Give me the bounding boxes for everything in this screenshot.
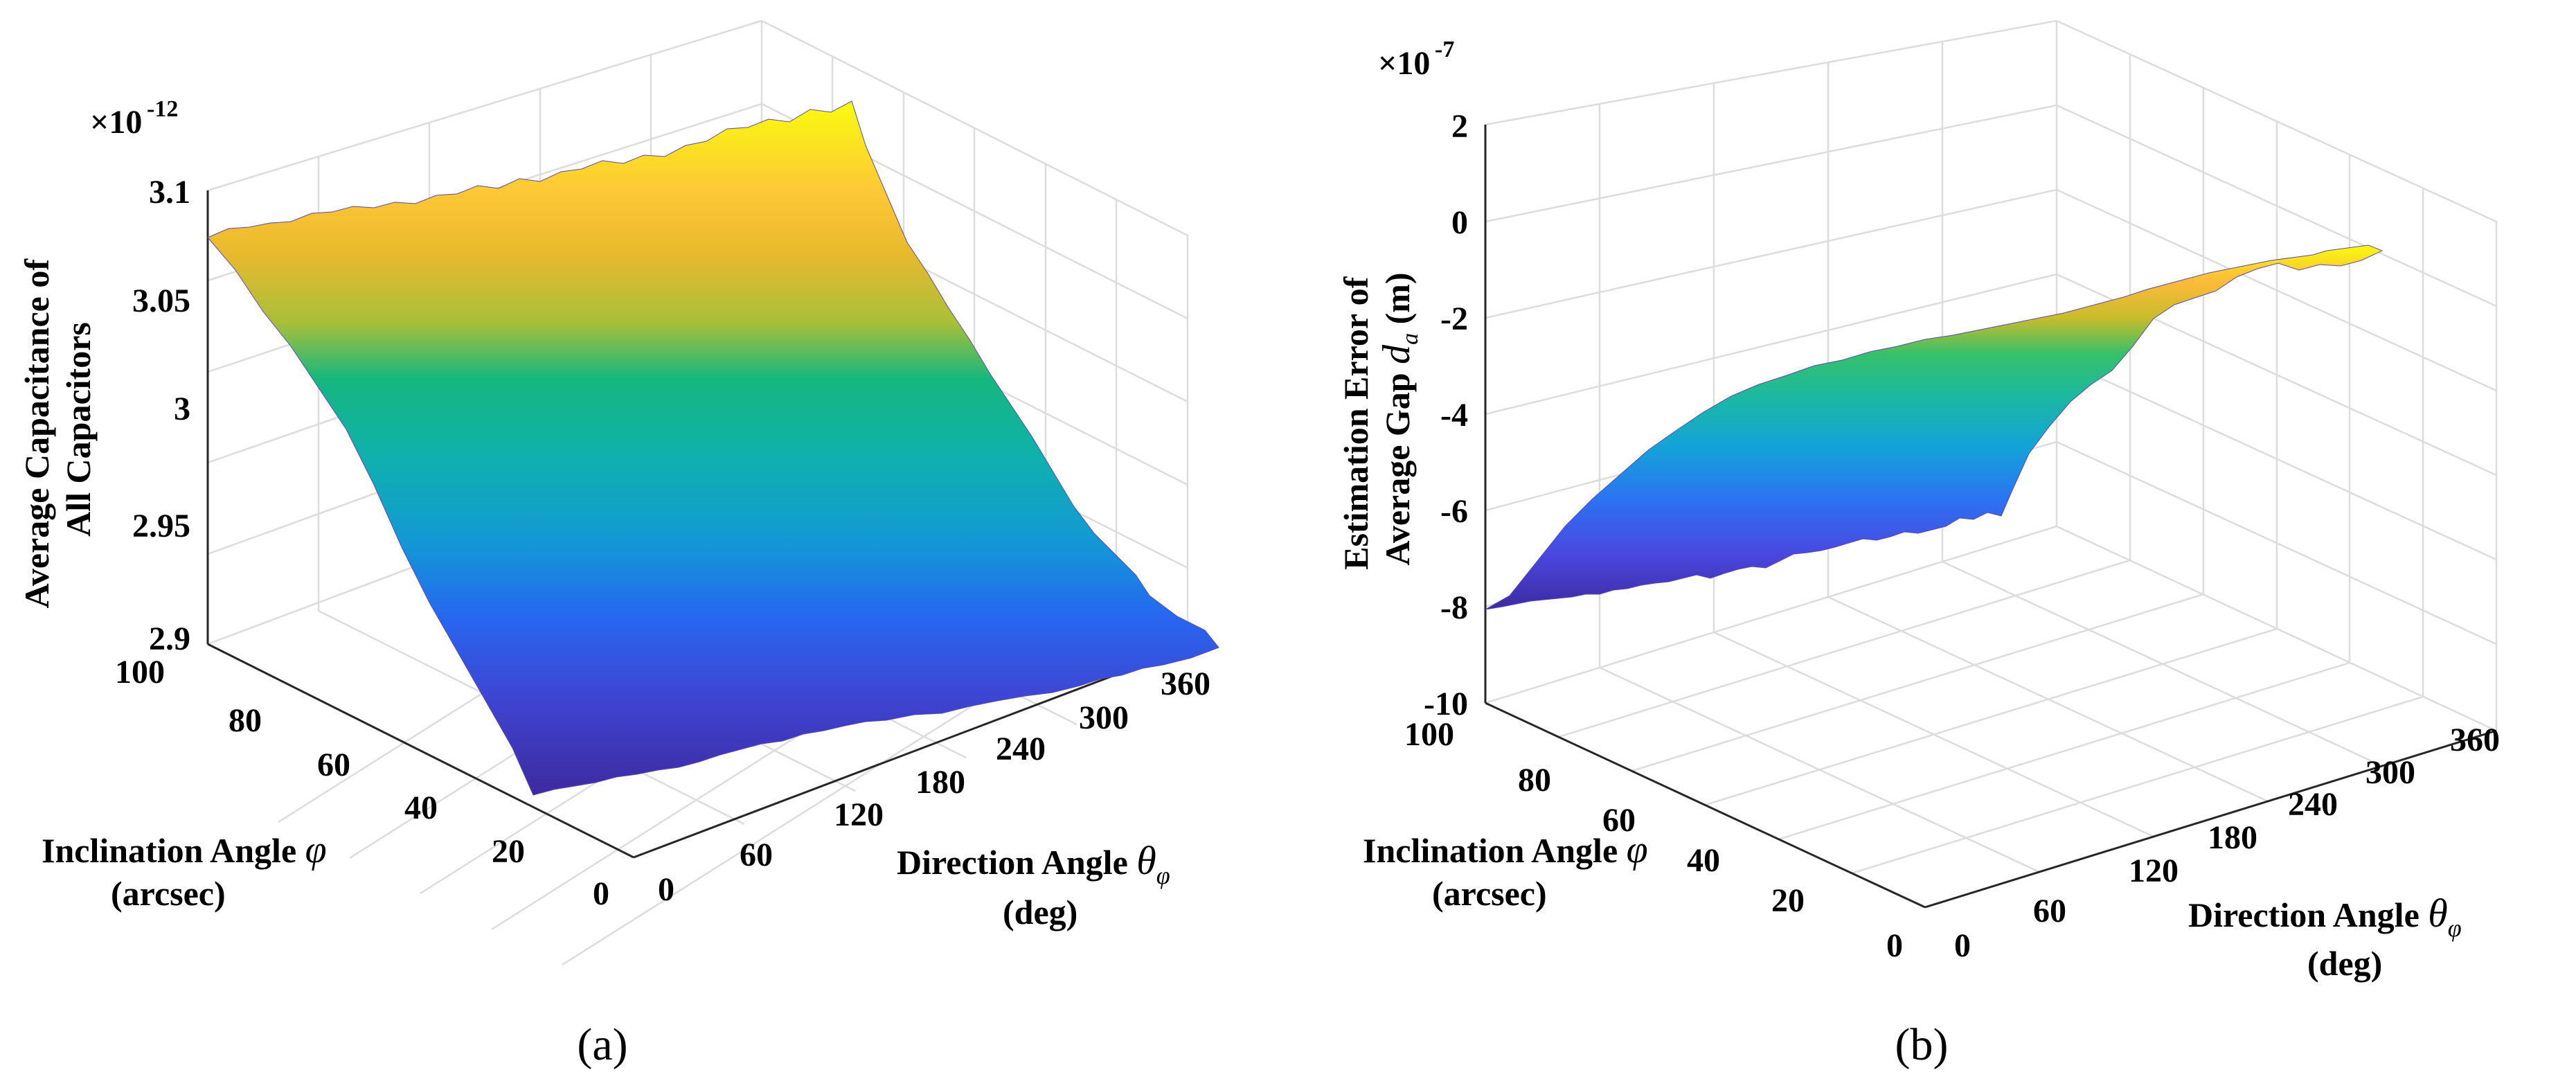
chart-a-y-label-symbol: θ [1136,838,1156,883]
chart-b-y-label-subscript: φ [2448,914,2462,942]
chart-a-z-label: Average Capacitance of All Capacitors [17,251,98,609]
chart-a-y-tick: 60 [740,837,773,873]
chart-a-y-label-unit: (deg) [1003,893,1077,931]
chart-b-z-label-subscript: a [1397,333,1423,345]
chart-a-z-exponent: ×10 -12 [90,96,178,141]
chart-b-x-tick: 100 [1404,716,1454,753]
chart-a-y-tick: 0 [658,871,674,908]
chart-a-z-exponent-power: -12 [147,96,178,122]
chart-b-x-label-unit: (arcsec) [1432,874,1547,913]
chart-a-x-label-unit: (arcsec) [111,874,226,913]
chart-b-y-tick: 300 [2365,754,2415,791]
panel-label-a: (a) [577,1019,627,1070]
chart-b-axes [1484,125,2497,909]
chart-a-x-tick: 20 [492,833,525,870]
chart-a-x-tick: 60 [317,747,350,783]
chart-b-y-tick: 180 [2208,819,2257,856]
chart-b-x-label: Inclination Angle φ [1363,828,1648,871]
chart-b-z-tick: 2 [1451,108,1468,145]
chart-a-y-label: Direction Angle θφ [897,838,1170,889]
chart-b-x-label-symbol: φ [1627,828,1648,871]
chart-a-z-tick: 3.1 [149,174,190,211]
chart-a-axes [206,190,1188,859]
chart-a-x-label: Inclination Angle φ [42,828,327,871]
chart-b-z-label-unit: (m) [1378,272,1417,324]
chart-b-x-tick: 0 [1886,927,1903,964]
chart-a-z-tick: 2.95 [132,508,190,544]
chart-b-y-tick: 360 [2450,722,2500,758]
chart-b-z-label-line2: Average Gap da (m) [1375,272,1423,565]
chart-a-y-tick: 120 [834,796,884,833]
chart-b-z-tick: -2 [1440,301,1468,337]
chart-b-y-tick: 60 [2033,893,2066,929]
chart-a-z-label-line2: All Capacitors [59,322,98,537]
chart-a-z-tick: 2.9 [149,621,190,657]
chart-b-y-label: Direction Angle θφ [2188,891,2462,942]
chart-b-z-ticks: 2 0 -2 -4 -6 -8 -10 [1424,108,1468,722]
chart-a-surface [207,100,1219,796]
chart-a-z-tick: 3 [174,391,190,427]
chart-a-y-tick: 360 [1161,666,1210,702]
chart-b-x-label-text: Inclination Angle [1363,831,1618,870]
chart-a-x-label-text: Inclination Angle [42,831,296,870]
chart-a-y-tick: 300 [1079,699,1129,736]
chart-b-y-tick: 240 [2288,786,2338,823]
chart-a-y-tick: 180 [915,764,965,801]
chart-b-z-tick: -8 [1440,589,1468,626]
chart-b-y-label-unit: (deg) [2307,944,2382,983]
chart-b-z-label-line2-text: Average Gap [1378,373,1417,565]
chart-a-z-ticks: 3.1 3.05 3 2.95 2.9 [132,174,190,657]
chart-b-x-ticks: 100 80 60 40 20 0 [1404,716,1903,964]
chart-b-x-tick: 20 [1771,882,1805,919]
chart-b-z-exponent-base: ×10 [1378,45,1430,82]
chart-a-z-exponent-base: ×10 [90,104,142,141]
chart-b-z-label-line1: Estimation Error of [1336,276,1375,569]
chart-b-x-tick: 40 [1687,842,1720,879]
chart-a-x-tick: 100 [115,654,165,690]
chart-b-z-exponent: ×10 -7 [1378,37,1454,82]
chart-a-y-ticks: 0 60 120 180 240 300 360 [658,666,1210,908]
chart-b-z-tick: 0 [1451,204,1468,241]
chart-a-y-label-text: Direction Angle [897,843,1128,882]
chart-b-y-label-text: Direction Angle [2188,895,2420,934]
chart-b-grid [1484,19,2498,875]
chart-a-z-tick: 3.05 [132,283,190,319]
chart-b-y-label-symbol: θ [2428,891,2448,936]
chart-b-y-tick: 0 [1954,927,1971,964]
chart-b-y-ticks: 0 60 120 180 240 300 360 [1954,722,2500,964]
chart-b-z-tick: -4 [1440,397,1468,434]
chart-b-z-label-symbol: d [1375,344,1418,364]
chart-a-x-ticks: 100 80 60 40 20 0 [115,654,609,912]
chart-b-z-tick: -10 [1424,686,1468,722]
chart-a-x-tick: 80 [229,702,262,739]
chart-b-z-label: Estimation Error of Average Gap da (m) [1336,268,1423,570]
chart-b-x-tick: 60 [1602,802,1636,839]
chart-a-x-label-symbol: φ [305,828,327,871]
chart-a-x-tick: 40 [404,790,438,826]
chart-b-x-tick: 80 [1518,762,1551,799]
chart-a-z-label-line1: Average Capacitance of [17,258,56,609]
panel-label-b: (b) [1895,1019,1949,1070]
chart-panel-b: ×10 -7 2 0 -2 -4 -6 -8 -10 Estimation Er… [1336,19,2500,1070]
chart-a-x-tick: 0 [593,875,609,912]
chart-b-y-tick: 120 [2129,853,2179,889]
chart-b-z-tick: -6 [1440,493,1468,530]
chart-a-y-tick: 240 [996,731,1046,767]
chart-b-surface [1485,244,2383,610]
chart-panel-a: ×10 -12 3.1 3.05 3 2.95 2.9 Average Capa… [17,19,1219,1070]
chart-b-z-exponent-power: -7 [1435,37,1454,62]
chart-a-y-label-subscript: φ [1156,862,1170,889]
